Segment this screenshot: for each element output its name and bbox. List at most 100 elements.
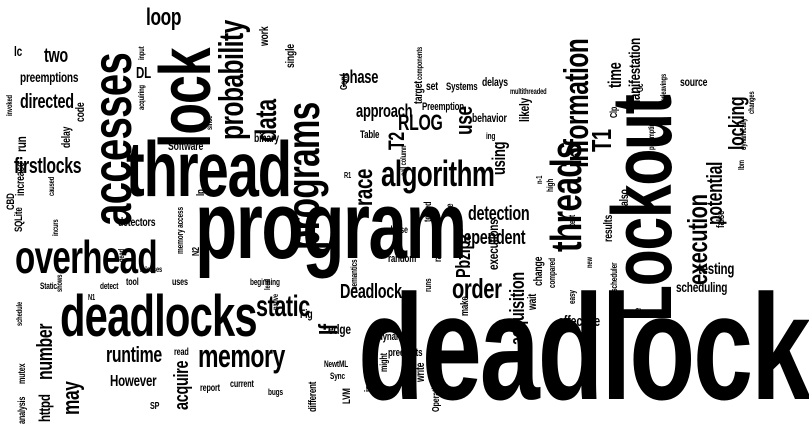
cloud-word: interleavings [659,73,668,108]
cloud-word: read [174,347,189,358]
cloud-word: wait [525,293,539,310]
cloud-word: Software [168,139,204,153]
cloud-word: shows [55,274,64,292]
cloud-word: single [283,44,297,68]
cloud-word: acquire [171,360,193,410]
cloud-word: changes [747,91,756,114]
cloud-word: However [110,373,157,390]
cloud-word: LVM [341,388,353,404]
cloud-word: httpd [37,394,54,422]
cloud-word: invoked [5,95,14,116]
cloud-word: may [58,381,85,415]
cloud-word: Systems [446,81,478,93]
cloud-word: set [426,79,438,93]
cloud-word: dead [117,249,126,262]
cloud-word: tested [423,201,434,222]
cloud-word: multithreaded [510,87,547,96]
cloud-word: different [307,381,319,412]
cloud-word: deadlocks [60,284,258,349]
cloud-word: instrumentation [363,334,375,392]
cloud-word: Deadlock [340,281,402,303]
cloud-word: write [413,362,427,382]
cloud-word: work [257,26,271,46]
cloud-word: dynamically [739,118,748,150]
cloud-word: program [195,172,467,279]
cloud-word: Static [40,281,57,291]
cloud-word: NewtML [324,359,349,369]
cloud-word: detection [468,203,530,225]
cloud-word: two [44,45,68,67]
cloud-word: Operating [431,379,442,412]
cloud-word: lc [14,43,23,59]
cloud-word: scheduler [609,262,619,292]
cloud-word: current [230,379,254,390]
cloud-word: lead [263,278,272,290]
cloud-word: test [567,214,577,226]
cloud-word: N2 [191,247,202,256]
cloud-word: analysis [17,396,28,424]
cloud-word: might [379,353,390,372]
cloud-word: Conf [339,74,350,90]
cloud-word: Sync [330,371,345,381]
cloud-word: code [73,102,87,122]
cloud-word: scheduling [676,279,728,295]
cloud-word: results [601,214,615,242]
cloud-word: releases [140,265,163,274]
cloud-word: n-1 [535,175,544,184]
cloud-word: lock [146,48,226,149]
cloud-word: time [605,62,625,88]
cloud-word: binary [254,131,279,145]
cloud-word: approach [356,101,413,121]
cloud-word: DL [136,65,151,82]
cloud-word: dynamic [378,331,410,343]
cloud-word: behavior [472,111,507,125]
cloud-word: Clp [609,106,620,118]
cloud-word: Gc [635,83,645,92]
cloud-word: change [531,256,545,286]
cloud-word: delay [59,126,73,148]
cloud-word: lp [195,189,207,196]
cloud-word: de [633,307,644,316]
cloud-word: Preemption [422,101,464,113]
cloud-word: loop [146,4,182,31]
cloud-word: N1 [88,293,96,302]
cloud-word: deadlock [358,263,809,431]
cloud-word: testing [698,261,735,278]
cloud-word: since [205,115,214,130]
cloud-word: make [459,296,471,316]
cloud-word: number [32,323,57,380]
cloud-word: schedule [15,301,24,326]
cloud-word: runs [423,278,433,292]
cloud-word: Table [360,129,380,141]
cloud-word: R1 [344,171,352,180]
cloud-word: manifestation [627,38,644,111]
cloud-word: semantics [349,259,359,290]
cloud-word: uses [172,277,188,288]
cloud-word: also [617,189,631,206]
cloud-word: preemptions [20,69,79,85]
cloud-word: thread [126,125,292,213]
cloud-word: caused [47,176,56,196]
cloud-word: RLOG [398,110,443,135]
cloud-word: preempting [647,119,656,150]
cloud-word: input [137,46,146,61]
cloud-word: effective [558,313,600,330]
cloud-word: executions [485,219,501,270]
cloud-word: native [271,294,280,310]
cloud-word: dependent [455,227,526,249]
cloud-word: races [433,243,444,262]
cloud-word: SQLite [13,207,25,232]
cloud-word: increase [13,162,27,196]
cloud-word: false [715,210,727,228]
cloud-word: cell column [399,145,408,176]
cloud-word: one [445,203,456,216]
cloud-word: race [348,168,378,206]
cloud-word: acquiring [137,85,146,110]
cloud-word: memory [198,338,285,374]
cloud-word: accesses [80,53,143,226]
cloud-word: memory access [175,207,185,254]
cloud-word: tool [126,277,139,288]
cloud-word: directed [20,91,74,113]
cloud-word: components [415,46,424,80]
